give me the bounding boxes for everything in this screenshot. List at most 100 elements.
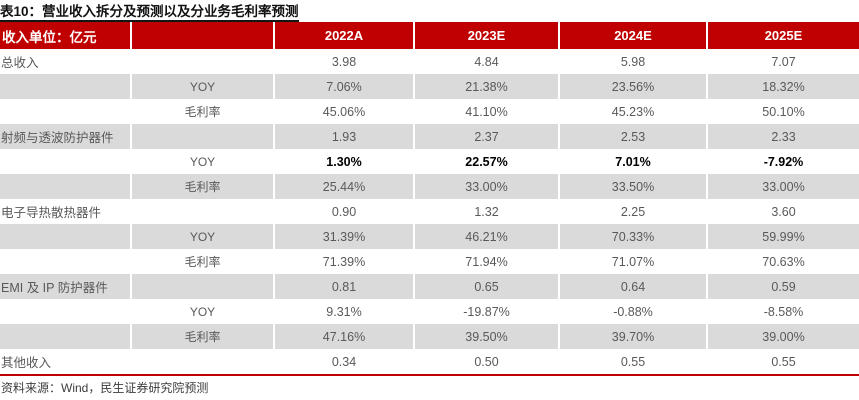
cell-value: 33.00% bbox=[414, 174, 560, 199]
table-header-row: 收入单位：亿元 2022A 2023E 2024E 2025E bbox=[0, 22, 859, 49]
cell-value: 41.10% bbox=[414, 99, 560, 124]
cell-value: 0.55 bbox=[559, 349, 708, 376]
cell-value: 47.16% bbox=[274, 324, 415, 349]
cell-value: 71.07% bbox=[559, 249, 708, 274]
column-header-2024e: 2024E bbox=[559, 22, 708, 49]
cell-value: 50.10% bbox=[707, 99, 859, 124]
cell-value: 2.53 bbox=[559, 124, 708, 149]
cell-value: 59.99% bbox=[707, 224, 859, 249]
table-row: 毛利率 25.44% 33.00% 33.50% 33.00% bbox=[0, 174, 859, 199]
revenue-forecast-table: 收入单位：亿元 2022A 2023E 2024E 2025E 总收入 3.98… bbox=[0, 22, 859, 376]
cell-value: 7.06% bbox=[274, 74, 415, 99]
cell-value: 2.25 bbox=[559, 199, 708, 224]
table-title-wrap: 表10：营业收入拆分及预测以及分业务毛利率预测 bbox=[0, 0, 859, 22]
cell-value: 0.90 bbox=[274, 199, 415, 224]
row-sublabel: 毛利率 bbox=[131, 99, 275, 124]
row-label bbox=[0, 174, 132, 199]
cell-value: 0.50 bbox=[414, 349, 560, 376]
cell-value: 5.98 bbox=[559, 49, 708, 74]
cell-value: 4.84 bbox=[414, 49, 560, 74]
cell-value: 2.37 bbox=[414, 124, 560, 149]
table-row: 其他收入 0.34 0.50 0.55 0.55 bbox=[0, 349, 859, 376]
cell-value: -0.88% bbox=[559, 299, 708, 324]
table-row: 毛利率 47.16% 39.50% 39.70% 39.00% bbox=[0, 324, 859, 349]
row-label: 其他收入 bbox=[0, 349, 132, 376]
cell-value: 0.59 bbox=[707, 274, 859, 299]
cell-value: -7.92% bbox=[707, 149, 859, 174]
cell-value: 33.50% bbox=[559, 174, 708, 199]
source-note: 资料来源：Wind，民生证券研究院预测 bbox=[1, 381, 209, 395]
cell-value: 0.34 bbox=[274, 349, 415, 376]
cell-value: 45.06% bbox=[274, 99, 415, 124]
table-row: YOY 7.06% 21.38% 23.56% 18.32% bbox=[0, 74, 859, 99]
row-sublabel: YOY bbox=[131, 299, 275, 324]
cell-value: -19.87% bbox=[414, 299, 560, 324]
row-sublabel bbox=[131, 124, 275, 149]
row-label bbox=[0, 299, 132, 324]
table-title: 表10：营业收入拆分及预测以及分业务毛利率预测 bbox=[0, 4, 299, 22]
row-label bbox=[0, 324, 132, 349]
cell-value: 71.94% bbox=[414, 249, 560, 274]
row-sublabel: 毛利率 bbox=[131, 324, 275, 349]
column-header-2025e: 2025E bbox=[707, 22, 859, 49]
row-label: 射频与透波防护器件 bbox=[0, 124, 132, 149]
cell-value: 0.65 bbox=[414, 274, 560, 299]
row-sublabel: YOY bbox=[131, 149, 275, 174]
cell-value: 0.64 bbox=[559, 274, 708, 299]
cell-value: 39.70% bbox=[559, 324, 708, 349]
cell-value: 0.55 bbox=[707, 349, 859, 376]
cell-value: 1.93 bbox=[274, 124, 415, 149]
cell-value: 1.32 bbox=[414, 199, 560, 224]
cell-value: 7.01% bbox=[559, 149, 708, 174]
row-label: 总收入 bbox=[0, 49, 132, 74]
row-label: 电子导热散热器件 bbox=[0, 199, 132, 224]
unit-header: 收入单位：亿元 bbox=[0, 22, 132, 49]
table-row: 电子导热散热器件 0.90 1.32 2.25 3.60 bbox=[0, 199, 859, 224]
cell-value: 71.39% bbox=[274, 249, 415, 274]
cell-value: 25.44% bbox=[274, 174, 415, 199]
cell-value: 46.21% bbox=[414, 224, 560, 249]
table-row: 毛利率 71.39% 71.94% 71.07% 70.63% bbox=[0, 249, 859, 274]
cell-value: -8.58% bbox=[707, 299, 859, 324]
cell-value: 3.60 bbox=[707, 199, 859, 224]
column-header-2022a: 2022A bbox=[274, 22, 415, 49]
row-label bbox=[0, 224, 132, 249]
cell-value: 3.98 bbox=[274, 49, 415, 74]
row-sublabel bbox=[131, 349, 275, 376]
row-label bbox=[0, 99, 132, 124]
table-row: YOY 9.31% -19.87% -0.88% -8.58% bbox=[0, 299, 859, 324]
cell-value: 23.56% bbox=[559, 74, 708, 99]
table-row: 毛利率 45.06% 41.10% 45.23% 50.10% bbox=[0, 99, 859, 124]
cell-value: 0.81 bbox=[274, 274, 415, 299]
header-spacer bbox=[131, 22, 275, 49]
cell-value: 7.07 bbox=[707, 49, 859, 74]
row-sublabel: 毛利率 bbox=[131, 174, 275, 199]
table-row: 射频与透波防护器件 1.93 2.37 2.53 2.33 bbox=[0, 124, 859, 149]
row-label: EMI 及 IP 防护器件 bbox=[0, 274, 132, 299]
cell-value: 33.00% bbox=[707, 174, 859, 199]
table-row: EMI 及 IP 防护器件 0.81 0.65 0.64 0.59 bbox=[0, 274, 859, 299]
row-sublabel: YOY bbox=[131, 74, 275, 99]
cell-value: 45.23% bbox=[559, 99, 708, 124]
cell-value: 31.39% bbox=[274, 224, 415, 249]
row-sublabel: YOY bbox=[131, 224, 275, 249]
row-sublabel: 毛利率 bbox=[131, 249, 275, 274]
row-label bbox=[0, 249, 132, 274]
row-sublabel bbox=[131, 199, 275, 224]
cell-value: 39.50% bbox=[414, 324, 560, 349]
cell-value: 70.33% bbox=[559, 224, 708, 249]
cell-value: 2.33 bbox=[707, 124, 859, 149]
table-row: YOY 31.39% 46.21% 70.33% 59.99% bbox=[0, 224, 859, 249]
cell-value: 70.63% bbox=[707, 249, 859, 274]
table-row: 总收入 3.98 4.84 5.98 7.07 bbox=[0, 49, 859, 74]
cell-value: 9.31% bbox=[274, 299, 415, 324]
cell-value: 18.32% bbox=[707, 74, 859, 99]
cell-value: 1.30% bbox=[274, 149, 415, 174]
column-header-2023e: 2023E bbox=[414, 22, 560, 49]
row-sublabel bbox=[131, 274, 275, 299]
cell-value: 21.38% bbox=[414, 74, 560, 99]
row-label bbox=[0, 74, 132, 99]
cell-value: 39.00% bbox=[707, 324, 859, 349]
table-row: YOY 1.30% 22.57% 7.01% -7.92% bbox=[0, 149, 859, 174]
